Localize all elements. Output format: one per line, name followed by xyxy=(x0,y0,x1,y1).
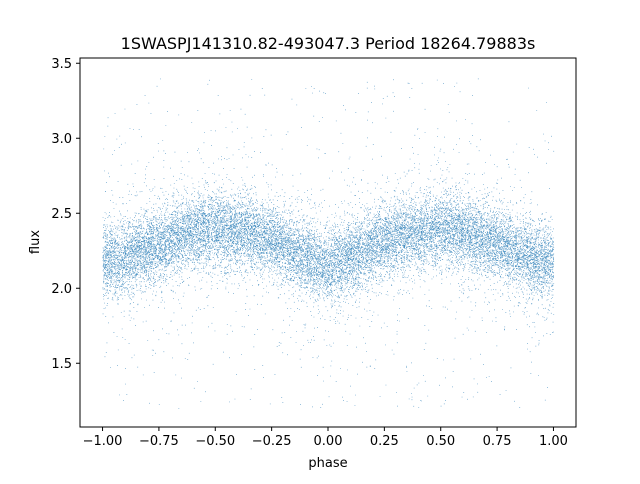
x-axis-label: phase xyxy=(308,456,347,471)
y-axis-label: flux xyxy=(28,230,43,254)
x-tick-label: −0.25 xyxy=(252,434,292,449)
y-tick-label: 2.5 xyxy=(51,207,72,222)
y-tick-label: 3.5 xyxy=(51,57,72,72)
x-tick-label: 0.25 xyxy=(370,434,399,449)
y-tick-label: 3.0 xyxy=(51,132,72,147)
chart-title: 1SWASPJ141310.82-493047.3 Period 18264.7… xyxy=(121,34,536,53)
x-tick-label: −0.75 xyxy=(139,434,179,449)
y-axis-ticks: 1.5 2.0 2.5 3.0 3.5 xyxy=(51,57,80,372)
x-tick-label: −1.00 xyxy=(83,434,123,449)
y-tick-label: 1.5 xyxy=(51,357,72,372)
y-tick-label: 2.0 xyxy=(51,282,72,297)
x-axis-ticks: −1.00 −0.75 −0.50 −0.25 0.00 0.25 0.50 0.75 1.00 xyxy=(83,427,568,449)
x-tick-label: 1.00 xyxy=(539,434,568,449)
x-tick-label: 0.00 xyxy=(314,434,343,449)
x-tick-label: 0.75 xyxy=(483,434,512,449)
x-tick-label: 0.50 xyxy=(426,434,455,449)
x-tick-label: −0.50 xyxy=(195,434,235,449)
